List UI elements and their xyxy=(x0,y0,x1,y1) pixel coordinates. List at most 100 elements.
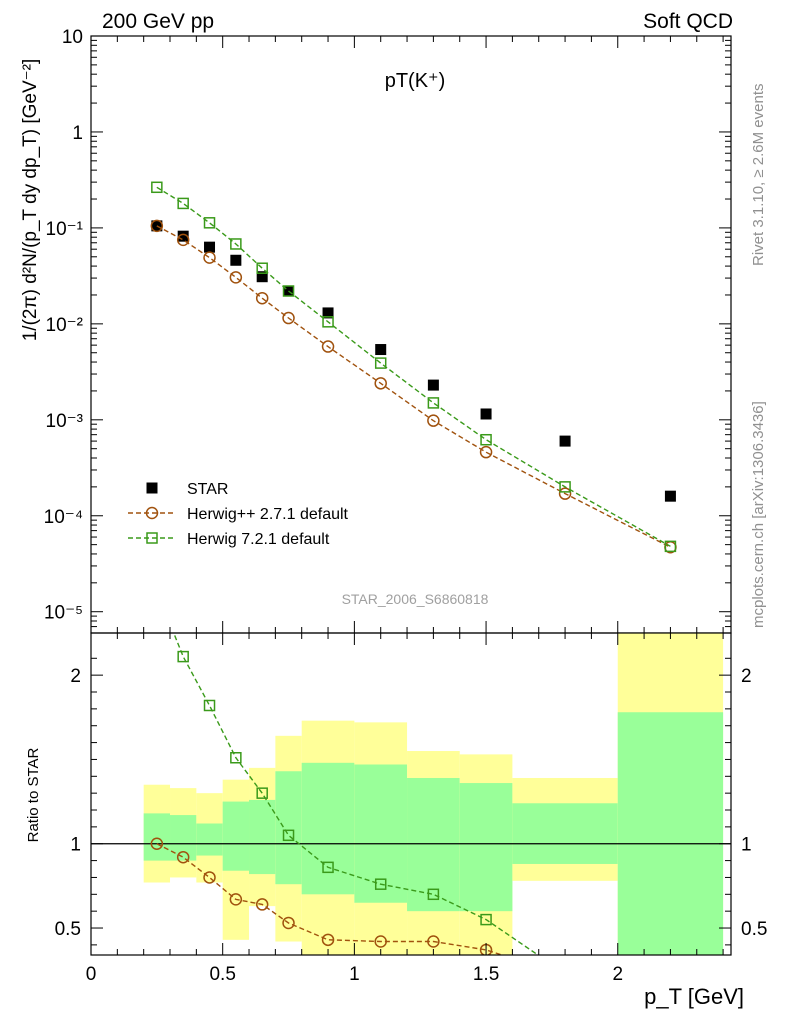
ratio-series-1-point xyxy=(282,829,295,842)
series-1-point xyxy=(176,233,190,247)
series-2-point xyxy=(151,181,163,194)
ratio-series-0-point xyxy=(255,898,269,911)
main-y-tick-label: 1 xyxy=(72,123,83,144)
uncertainty-band-inner xyxy=(617,712,724,955)
uncertainty-band-inner xyxy=(459,783,513,912)
ratio-series-0-point xyxy=(282,916,295,930)
series-1-line xyxy=(156,225,671,548)
main-y-tick-label: 10 xyxy=(62,27,83,48)
series-1-point xyxy=(203,251,216,264)
series-2-point xyxy=(374,357,387,369)
main-y-tick-label: 10⁻³ xyxy=(46,411,84,432)
series-1-point xyxy=(282,311,295,325)
legend: STAR Herwig++ 2.7.1 default Herwig 7.2.1 d… xyxy=(128,481,349,548)
ratio-series-1-point xyxy=(177,650,189,663)
legend-marker xyxy=(146,482,158,494)
x-tick-label: 0 xyxy=(86,964,97,985)
ratio-y-tick-label-right: 0.5 xyxy=(741,919,767,940)
ratio-series-0-point xyxy=(229,893,243,906)
x-tick-label: 2 xyxy=(612,964,623,985)
main-y-tick-label: 10⁻² xyxy=(46,315,84,336)
x-tick-label: 0.5 xyxy=(209,964,235,985)
uncertainty-band-inner xyxy=(512,803,618,864)
series-0-point xyxy=(230,254,242,266)
series-0-point xyxy=(256,271,268,283)
uncertainty-band-inner xyxy=(275,771,302,885)
ratio-series-1-point xyxy=(480,913,492,926)
ratio-y-tick-label: 1 xyxy=(70,835,81,856)
series-2-point xyxy=(427,397,440,409)
ratio-series-0-point xyxy=(374,935,387,948)
main-watermark: STAR_2006_S6860818 xyxy=(342,591,489,607)
main-y-tick-label: 10⁻⁵ xyxy=(44,603,83,624)
series-2-point xyxy=(230,238,242,250)
ratio-panel: 0 0.5 1 1.5 2 0.5 0.5 1 1 2 2 Ratio to STAR p_T [G… xyxy=(25,586,767,1009)
main-y-axis-label: 1/(2π) d²N/(p_T dy dp_T) [GeV⁻²] xyxy=(20,59,41,342)
series-2-point xyxy=(322,316,334,328)
mcplots-note: mcplots.cern.ch [arXiv:1306.3436] xyxy=(750,401,767,628)
main-y-tick-label: 10⁻¹ xyxy=(46,219,84,240)
ratio-series-0-line xyxy=(156,843,505,955)
ratio-series-1-point xyxy=(230,752,242,764)
ratio-y-axis-label: Ratio to STAR xyxy=(25,747,42,842)
header-left-label: 200 GeV pp xyxy=(102,10,214,33)
series-2-point xyxy=(256,262,268,274)
ratio-y-tick-label: 2 xyxy=(70,666,81,687)
series-2-line xyxy=(156,186,671,547)
ratio-y-tick-label-right: 1 xyxy=(741,835,752,856)
legend-label: STAR xyxy=(187,481,228,498)
series-0-point xyxy=(177,230,189,242)
ratio-series-0-point xyxy=(176,850,190,864)
x-axis-label: p_T [GeV] xyxy=(644,984,744,1009)
uncertainty-band-inner xyxy=(196,823,223,856)
series-2-point xyxy=(559,481,571,493)
series-2-point xyxy=(203,217,216,229)
ratio-series-1-point xyxy=(203,699,216,712)
legend-marker xyxy=(145,506,159,520)
ratio-frame xyxy=(90,632,732,956)
ratio-series-1-point xyxy=(152,586,162,596)
ratio-series-1-point xyxy=(427,888,440,901)
main-y-tick-label: 10⁻⁴ xyxy=(44,507,83,528)
series-0-point xyxy=(375,344,387,356)
ratio-series-0-point xyxy=(150,837,164,850)
ratio-series-0-point xyxy=(427,935,440,948)
series-1-point xyxy=(150,219,164,233)
x-tick-label: 1.5 xyxy=(473,964,499,985)
series-0-point xyxy=(204,241,216,253)
legend-label: Herwig++ 2.7.1 default xyxy=(187,506,349,523)
series-0-point xyxy=(322,307,334,319)
series-1-point xyxy=(479,445,493,459)
ratio-series-0-point xyxy=(321,933,335,947)
series-2-point xyxy=(480,433,492,446)
x-tick-label: 1 xyxy=(349,964,360,985)
header-right-label: Soft QCD xyxy=(643,10,733,33)
legend-marker xyxy=(146,532,158,544)
ratio-y-tick-label-right: 2 xyxy=(741,666,752,687)
series-2-point xyxy=(664,540,677,553)
ratio-series-1-point xyxy=(322,861,334,874)
uncertainty-band-inner xyxy=(143,813,171,861)
series-2-point xyxy=(177,197,189,210)
main-panel: 10⁻⁵ 10⁻⁴ 10⁻³ 10⁻² 10⁻¹ 1 10 pT(K⁺) STAR_2006… xyxy=(20,27,732,634)
series-1-point xyxy=(321,340,335,353)
ratio-series-0-point xyxy=(203,871,216,884)
uncertainty-band-inner xyxy=(354,764,408,903)
series-1-point xyxy=(374,377,387,390)
series-0-point xyxy=(480,408,492,420)
ratio-series-1-point xyxy=(374,878,387,890)
series-1-point xyxy=(255,291,269,305)
ratio-series-0-point xyxy=(560,970,571,981)
main-title: pT(K⁺) xyxy=(385,70,446,92)
uncertainty-band-inner xyxy=(222,801,250,871)
series-2-point xyxy=(282,285,295,297)
legend-label: Herwig 7.2.1 default xyxy=(187,531,330,548)
series-0-point xyxy=(664,490,676,502)
uncertainty-band-inner xyxy=(301,762,355,895)
uncertainty-band-inner xyxy=(249,799,276,875)
series-1-point xyxy=(427,414,440,427)
ratio-series-1-point xyxy=(256,787,268,799)
series-0-point xyxy=(559,435,571,447)
ratio-y-tick-label: 0.5 xyxy=(55,919,81,940)
